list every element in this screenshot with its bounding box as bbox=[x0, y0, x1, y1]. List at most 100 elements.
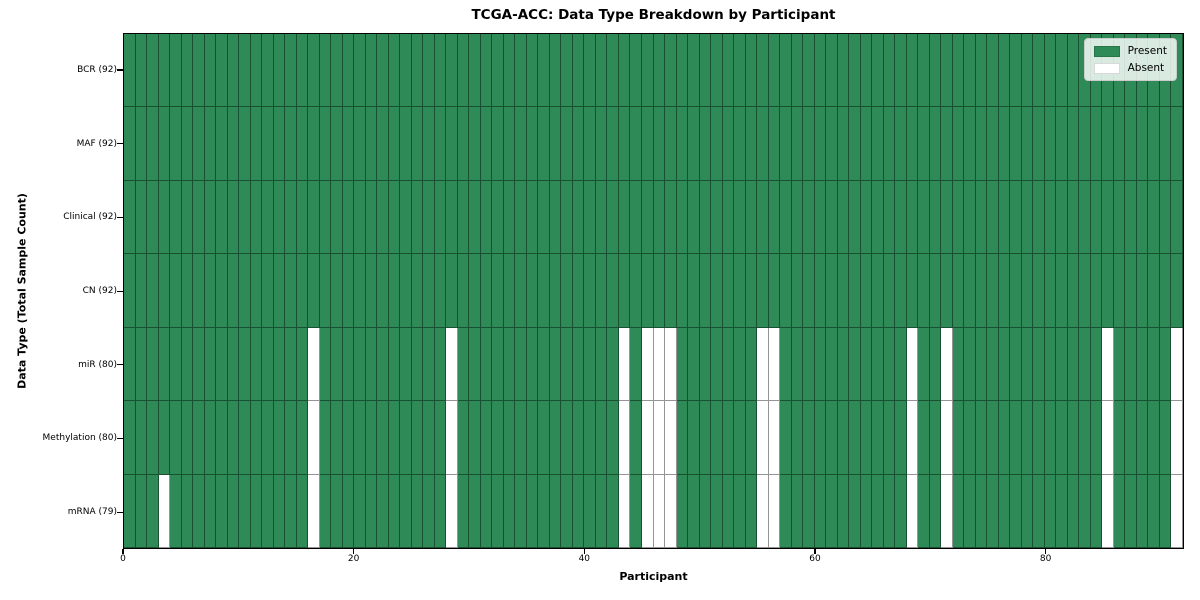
heatmap-cell bbox=[1021, 34, 1034, 108]
heatmap-cell bbox=[1159, 327, 1172, 402]
heatmap-cell bbox=[803, 34, 815, 108]
heatmap-cell bbox=[607, 34, 619, 108]
heatmap-cell bbox=[273, 180, 286, 255]
heatmap-cell bbox=[768, 254, 781, 328]
heatmap-cell bbox=[503, 327, 516, 402]
heatmap-cell bbox=[1044, 474, 1057, 548]
heatmap-cell bbox=[503, 474, 516, 548]
heatmap-cell bbox=[618, 474, 631, 548]
heatmap-cell bbox=[480, 34, 493, 108]
heatmap-cell bbox=[1113, 401, 1126, 475]
heatmap-cell bbox=[262, 401, 274, 475]
heatmap-cell bbox=[227, 254, 240, 328]
heatmap-cell bbox=[250, 107, 263, 181]
heatmap-cell bbox=[1010, 474, 1022, 548]
heatmap-cell bbox=[987, 401, 999, 475]
heatmap-cell bbox=[653, 34, 665, 108]
heatmap-cell bbox=[561, 34, 573, 108]
heatmap-cell bbox=[618, 107, 631, 181]
heatmap-cell bbox=[1010, 327, 1022, 402]
heatmap-cell bbox=[365, 254, 378, 328]
heatmap-cell bbox=[457, 474, 470, 548]
heatmap-cell bbox=[561, 180, 573, 255]
heatmap-cell bbox=[987, 180, 999, 255]
heatmap-cell bbox=[1148, 180, 1160, 255]
heatmap-cell bbox=[1021, 254, 1034, 328]
heatmap-cell bbox=[895, 474, 907, 548]
heatmap-cell bbox=[250, 474, 263, 548]
heatmap-cell bbox=[181, 401, 194, 475]
heatmap-cell bbox=[411, 254, 424, 328]
heatmap-cell bbox=[446, 180, 458, 255]
heatmap-cell bbox=[538, 327, 550, 402]
heatmap-cell bbox=[170, 107, 182, 181]
heatmap-cell bbox=[975, 474, 988, 548]
heatmap-cell bbox=[998, 180, 1011, 255]
heatmap-cell bbox=[1044, 327, 1057, 402]
heatmap-cell bbox=[480, 107, 493, 181]
heatmap-cell bbox=[1033, 180, 1045, 255]
heatmap-cell bbox=[699, 327, 712, 402]
heatmap-cell bbox=[572, 327, 585, 402]
heatmap-cell bbox=[331, 254, 343, 328]
heatmap-cell bbox=[699, 34, 712, 108]
heatmap-cell bbox=[434, 327, 447, 402]
heatmap-cell bbox=[607, 474, 619, 548]
heatmap-cell bbox=[239, 327, 251, 402]
heatmap-cell bbox=[526, 474, 539, 548]
heatmap-cell bbox=[618, 34, 631, 108]
heatmap-cell bbox=[998, 34, 1011, 108]
x-tick-mark bbox=[1045, 549, 1047, 554]
heatmap-cell bbox=[147, 107, 159, 181]
heatmap-cell bbox=[584, 474, 596, 548]
y-tick-mark bbox=[117, 511, 123, 513]
heatmap-cell bbox=[883, 401, 896, 475]
heatmap-cell bbox=[814, 107, 827, 181]
heatmap-cell bbox=[1067, 180, 1080, 255]
heatmap-cell bbox=[665, 474, 677, 548]
heatmap-cell bbox=[814, 401, 827, 475]
heatmap-cell bbox=[354, 180, 366, 255]
heatmap-cell bbox=[676, 401, 689, 475]
heatmap-cell bbox=[1056, 107, 1068, 181]
heatmap-cell bbox=[618, 401, 631, 475]
heatmap-cell bbox=[549, 401, 562, 475]
heatmap-cell bbox=[1056, 34, 1068, 108]
heatmap-cell bbox=[538, 107, 550, 181]
heatmap-cell bbox=[975, 107, 988, 181]
heatmap-cell bbox=[400, 254, 412, 328]
heatmap-cell bbox=[1044, 180, 1057, 255]
heatmap-cell bbox=[515, 327, 527, 402]
heatmap-cell bbox=[745, 34, 758, 108]
heatmap-cell bbox=[964, 34, 976, 108]
heatmap-cell bbox=[365, 327, 378, 402]
heatmap-cell bbox=[1148, 327, 1160, 402]
heatmap-cell bbox=[1090, 254, 1103, 328]
heatmap-cell bbox=[975, 401, 988, 475]
heatmap-cell bbox=[572, 34, 585, 108]
heatmap-cell bbox=[906, 34, 919, 108]
x-tick-label: 20 bbox=[347, 554, 360, 564]
x-tick-label: 60 bbox=[809, 554, 821, 564]
heatmap-cell bbox=[665, 34, 677, 108]
heatmap-cell bbox=[135, 107, 148, 181]
heatmap-cell bbox=[193, 401, 205, 475]
heatmap-cell bbox=[1159, 474, 1172, 548]
heatmap-cell bbox=[826, 327, 838, 402]
heatmap-cell bbox=[1090, 401, 1103, 475]
heatmap-cell bbox=[492, 107, 504, 181]
heatmap-cell bbox=[480, 327, 493, 402]
heatmap-cell bbox=[699, 254, 712, 328]
heatmap-cell bbox=[1056, 327, 1068, 402]
heatmap-cell bbox=[204, 254, 217, 328]
heatmap-cell bbox=[883, 327, 896, 402]
heatmap-cell bbox=[515, 401, 527, 475]
heatmap-cell bbox=[676, 34, 689, 108]
heatmap-cell bbox=[354, 327, 366, 402]
heatmap-cell bbox=[883, 254, 896, 328]
heatmap-cell bbox=[595, 107, 608, 181]
heatmap-cell bbox=[124, 180, 136, 255]
heatmap-cell bbox=[929, 254, 942, 328]
heatmap-cell bbox=[711, 254, 723, 328]
heatmap-cell bbox=[941, 107, 953, 181]
